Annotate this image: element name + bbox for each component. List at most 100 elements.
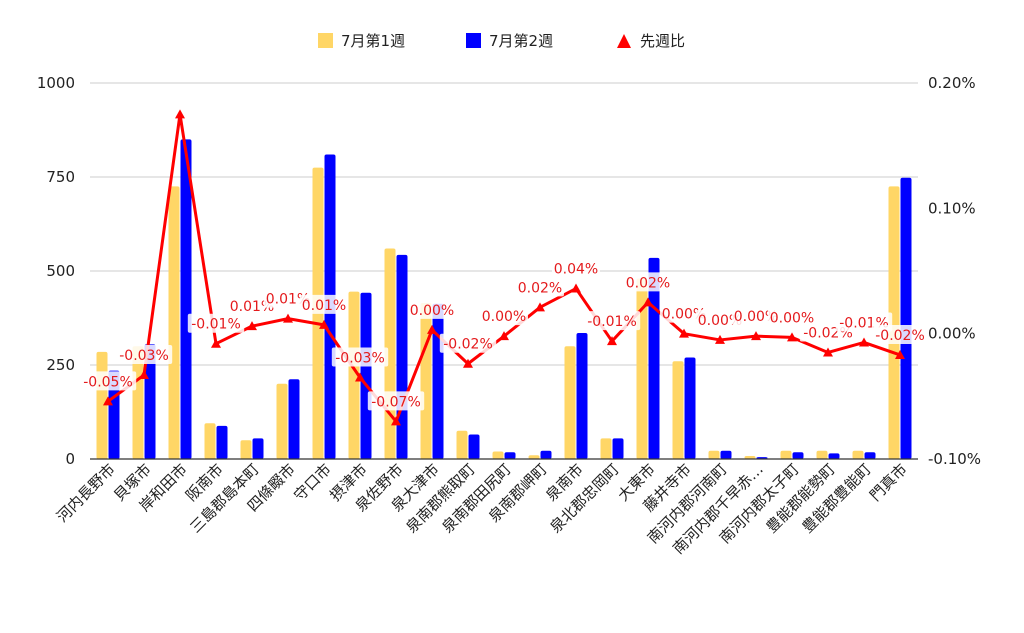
legend-swatch-week2 bbox=[466, 33, 481, 48]
bar-week1 bbox=[168, 186, 180, 459]
data-label: 0.01% bbox=[230, 299, 274, 315]
bar-week1 bbox=[816, 450, 828, 459]
legend: 7月第1週 7月第2週 先週比 bbox=[318, 32, 685, 50]
ratio-marker bbox=[895, 349, 905, 359]
data-label: 0.00% bbox=[410, 303, 454, 319]
bar-week2 bbox=[180, 139, 192, 459]
ratio-marker bbox=[283, 313, 293, 323]
ratio-marker bbox=[103, 396, 113, 406]
data-label: 0.00% bbox=[770, 310, 814, 326]
ratio-marker bbox=[823, 347, 833, 357]
bars bbox=[96, 139, 912, 459]
ratio-marker bbox=[751, 331, 761, 341]
bar-week1 bbox=[420, 302, 432, 459]
bar-week2 bbox=[396, 254, 408, 459]
bar-week1 bbox=[888, 186, 900, 459]
bar-week1 bbox=[852, 450, 864, 459]
bar-week1 bbox=[456, 430, 468, 459]
bar-week2 bbox=[792, 452, 804, 459]
ratio-marker bbox=[463, 358, 473, 368]
left-tick-label: 750 bbox=[46, 168, 75, 186]
data-label: 0.00% bbox=[698, 313, 742, 329]
ratio-marker bbox=[175, 109, 185, 119]
category-tick-label: 河内長野市 bbox=[53, 460, 119, 526]
bar-week2 bbox=[468, 434, 480, 459]
left-tick-label: 1000 bbox=[37, 74, 75, 92]
bar-week1 bbox=[348, 291, 360, 459]
ratio-polyline bbox=[107, 112, 901, 423]
bar-week1 bbox=[528, 455, 540, 459]
bar-week2 bbox=[144, 344, 156, 459]
data-label-bg bbox=[367, 391, 425, 411]
data-label: 0.04% bbox=[554, 262, 598, 278]
data-label-bg bbox=[300, 294, 348, 314]
bar-week2 bbox=[684, 357, 696, 459]
data-label: -0.02% bbox=[875, 328, 925, 344]
left-tick-label: 250 bbox=[46, 356, 75, 374]
data-label-bg bbox=[583, 311, 641, 331]
ratio-marker bbox=[355, 372, 365, 382]
ratio-marker bbox=[715, 334, 725, 344]
bar-week1 bbox=[744, 455, 756, 459]
data-label: 0.01% bbox=[266, 292, 310, 308]
data-label: -0.05% bbox=[83, 374, 133, 390]
ratio-marker bbox=[571, 283, 581, 293]
legend-label-week1: 7月第1週 bbox=[341, 32, 405, 50]
data-label: -0.03% bbox=[119, 348, 169, 364]
data-label-bg bbox=[439, 333, 497, 353]
bar-week2 bbox=[864, 452, 876, 459]
ratio-marker bbox=[499, 331, 509, 341]
data-label: -0.03% bbox=[335, 351, 385, 367]
ratio-marker bbox=[319, 319, 329, 329]
data-label: -0.01% bbox=[587, 314, 637, 330]
data-label-bg bbox=[115, 345, 173, 365]
bar-week2 bbox=[504, 452, 516, 459]
data-label-bg bbox=[624, 272, 672, 292]
data-label: -0.01% bbox=[191, 317, 241, 333]
ratio-marker bbox=[859, 337, 869, 347]
ratio-marker bbox=[427, 324, 437, 334]
data-label: 0.00% bbox=[482, 309, 526, 325]
data-label: 0.00% bbox=[662, 307, 706, 323]
data-label-bg bbox=[187, 313, 245, 333]
bar-week1 bbox=[204, 423, 216, 459]
bar-week1 bbox=[600, 438, 612, 459]
bar-week1 bbox=[276, 383, 288, 459]
legend-label-week2: 7月第2週 bbox=[489, 32, 553, 50]
bar-week2 bbox=[612, 438, 624, 459]
ratio-marker bbox=[643, 297, 653, 307]
bar-week1 bbox=[564, 346, 576, 459]
ratio-marker bbox=[139, 370, 149, 380]
data-labels: -0.05%-0.03%-0.01%0.01%0.01%0.01%-0.03%-… bbox=[79, 258, 929, 411]
right-tick-label: -0.10% bbox=[928, 450, 981, 468]
data-label-bg bbox=[768, 307, 816, 327]
data-label: -0.07% bbox=[371, 394, 421, 410]
bar-week2 bbox=[360, 292, 372, 459]
ratio-marker bbox=[211, 338, 221, 348]
ratio-marker bbox=[679, 328, 689, 338]
bar-week2 bbox=[576, 333, 588, 459]
bar-week2 bbox=[828, 453, 840, 459]
right-tick-label: 0.00% bbox=[928, 325, 976, 343]
data-label-bg bbox=[408, 299, 456, 319]
ratio-marker bbox=[247, 321, 257, 331]
ratio-line bbox=[103, 109, 905, 426]
bar-week1 bbox=[708, 450, 720, 459]
data-label: 0.00% bbox=[734, 309, 778, 325]
bar-week2 bbox=[216, 425, 228, 459]
data-label: 0.02% bbox=[626, 275, 670, 291]
bar-week2 bbox=[540, 450, 552, 459]
bar-week2 bbox=[900, 177, 912, 459]
left-tick-label: 0 bbox=[65, 450, 75, 468]
bar-week1 bbox=[672, 361, 684, 459]
data-label-bg bbox=[79, 371, 137, 391]
ratio-marker bbox=[607, 336, 617, 346]
bar-week2 bbox=[252, 438, 264, 459]
bar-week2 bbox=[108, 370, 120, 459]
data-label: 0.01% bbox=[302, 298, 346, 314]
bar-week1 bbox=[240, 440, 252, 459]
category-tick-label: 門真市 bbox=[866, 460, 911, 505]
data-label: -0.02% bbox=[443, 337, 493, 353]
legend-label-ratio: 先週比 bbox=[640, 32, 685, 50]
